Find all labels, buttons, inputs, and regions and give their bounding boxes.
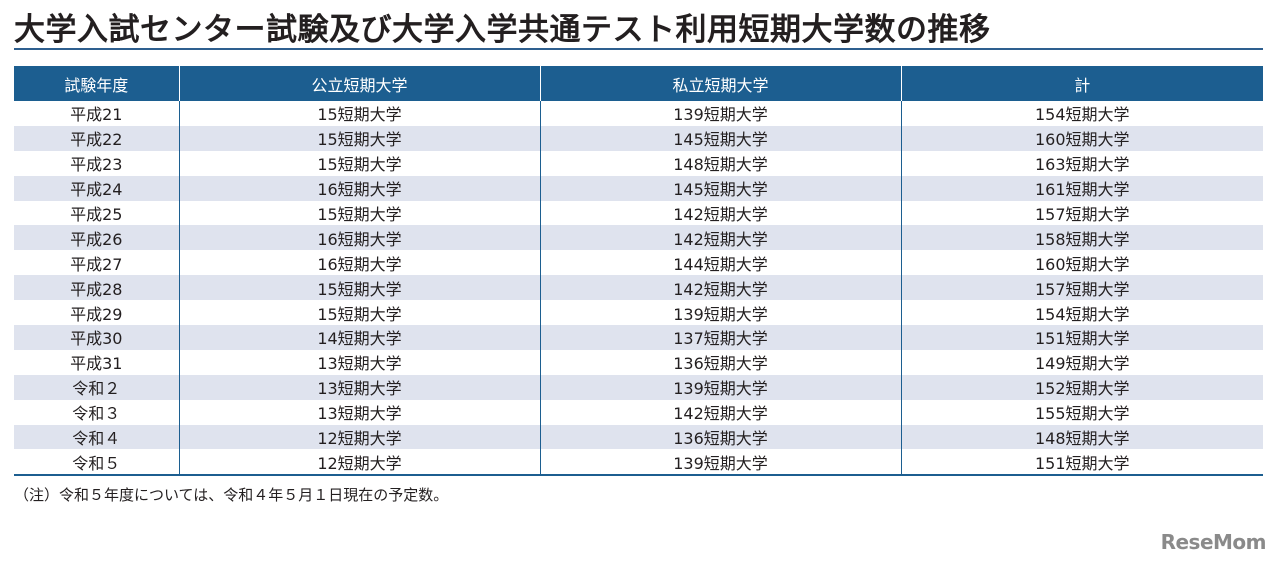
cell-public-colleges: 15短期大学 xyxy=(178,150,540,176)
cell-private-colleges: 142短期大学 xyxy=(539,200,901,226)
table-row: 平成25 15短期大学 142短期大学 157短期大学 xyxy=(14,200,1263,226)
cell-exam-year: 令和５ xyxy=(14,449,179,477)
footnote: （注）令和５年度については、令和４年５月１日現在の予定数。 xyxy=(14,486,449,504)
cell-total: 163短期大学 xyxy=(900,150,1263,176)
cell-public-colleges: 13短期大学 xyxy=(178,374,540,400)
cell-exam-year: 平成29 xyxy=(14,300,179,326)
cell-exam-year: 平成21 xyxy=(14,101,179,126)
cell-private-colleges: 139短期大学 xyxy=(539,449,901,477)
cell-public-colleges: 15短期大学 xyxy=(178,300,540,326)
cell-public-colleges: 13短期大学 xyxy=(178,349,540,375)
cell-private-colleges: 144短期大学 xyxy=(539,250,901,276)
table-row: 平成24 16短期大学 145短期大学 161短期大学 xyxy=(14,175,1263,201)
cell-public-colleges: 14短期大学 xyxy=(178,325,540,350)
cell-total: 160短期大学 xyxy=(900,250,1263,276)
cell-total: 148短期大学 xyxy=(900,424,1263,450)
table-row: 平成21 15短期大学 139短期大学 154短期大学 xyxy=(14,101,1263,126)
cell-total: 149短期大学 xyxy=(900,349,1263,375)
resemom-logo: ReseMom xyxy=(1160,530,1267,554)
cell-total: 154短期大学 xyxy=(900,300,1263,326)
cell-exam-year: 平成30 xyxy=(14,325,179,350)
table-row: 平成29 15短期大学 139短期大学 154短期大学 xyxy=(14,300,1263,326)
header-total: 計 xyxy=(900,66,1263,101)
cell-exam-year: 平成22 xyxy=(14,125,179,151)
cell-private-colleges: 148短期大学 xyxy=(539,150,901,176)
cell-exam-year: 平成27 xyxy=(14,250,179,276)
table-row: 平成31 13短期大学 136短期大学 149短期大学 xyxy=(14,349,1263,375)
table-row: 平成22 15短期大学 145短期大学 160短期大学 xyxy=(14,125,1263,151)
table-body: 平成21 15短期大学 139短期大学 154短期大学 平成22 15短期大学 … xyxy=(14,101,1263,477)
cell-exam-year: 平成31 xyxy=(14,349,179,375)
cell-total: 158短期大学 xyxy=(900,225,1263,251)
cell-private-colleges: 139短期大学 xyxy=(539,374,901,400)
cell-total: 151短期大学 xyxy=(900,325,1263,350)
cell-exam-year: 平成24 xyxy=(14,175,179,201)
cell-exam-year: 令和４ xyxy=(14,424,179,450)
page-title: 大学入試センター試験及び大学入学共通テスト利用短期大学数の推移 xyxy=(14,12,991,48)
title-divider xyxy=(14,48,1263,50)
cell-private-colleges: 142短期大学 xyxy=(539,225,901,251)
cell-private-colleges: 145短期大学 xyxy=(539,125,901,151)
cell-total: 151短期大学 xyxy=(900,449,1263,477)
cell-private-colleges: 136短期大学 xyxy=(539,349,901,375)
cell-exam-year: 平成23 xyxy=(14,150,179,176)
cell-total: 157短期大学 xyxy=(900,275,1263,301)
cell-private-colleges: 142短期大学 xyxy=(539,399,901,425)
cell-private-colleges: 139短期大学 xyxy=(539,300,901,326)
cell-total: 152短期大学 xyxy=(900,374,1263,400)
cell-total: 161短期大学 xyxy=(900,175,1263,201)
cell-exam-year: 令和２ xyxy=(14,374,179,400)
table-row: 令和３ 13短期大学 142短期大学 155短期大学 xyxy=(14,399,1263,425)
table-row: 平成27 16短期大学 144短期大学 160短期大学 xyxy=(14,250,1263,276)
table-row: 平成26 16短期大学 142短期大学 158短期大学 xyxy=(14,225,1263,251)
table-row: 平成23 15短期大学 148短期大学 163短期大学 xyxy=(14,150,1263,176)
cell-private-colleges: 137短期大学 xyxy=(539,325,901,350)
table-row: 令和５ 12短期大学 139短期大学 151短期大学 xyxy=(14,449,1263,477)
table-header-row: 試験年度 公立短期大学 私立短期大学 計 xyxy=(14,66,1263,101)
cell-exam-year: 平成26 xyxy=(14,225,179,251)
cell-total: 157短期大学 xyxy=(900,200,1263,226)
cell-public-colleges: 16短期大学 xyxy=(178,250,540,276)
cell-private-colleges: 136短期大学 xyxy=(539,424,901,450)
table-row: 平成28 15短期大学 142短期大学 157短期大学 xyxy=(14,275,1263,301)
cell-exam-year: 平成25 xyxy=(14,200,179,226)
cell-private-colleges: 139短期大学 xyxy=(539,101,901,126)
cell-private-colleges: 142短期大学 xyxy=(539,275,901,301)
cell-public-colleges: 16短期大学 xyxy=(178,225,540,251)
table-header: 試験年度 公立短期大学 私立短期大学 計 xyxy=(14,66,1263,101)
cell-public-colleges: 12短期大学 xyxy=(178,449,540,477)
cell-public-colleges: 15短期大学 xyxy=(178,275,540,301)
cell-total: 155短期大学 xyxy=(900,399,1263,425)
cell-exam-year: 令和３ xyxy=(14,399,179,425)
cell-public-colleges: 16短期大学 xyxy=(178,175,540,201)
short-college-count-table: 試験年度 公立短期大学 私立短期大学 計 平成21 15短期大学 139短期大学… xyxy=(14,66,1263,477)
cell-public-colleges: 13短期大学 xyxy=(178,399,540,425)
cell-private-colleges: 145短期大学 xyxy=(539,175,901,201)
cell-total: 160短期大学 xyxy=(900,125,1263,151)
cell-public-colleges: 15短期大学 xyxy=(178,200,540,226)
header-private-colleges: 私立短期大学 xyxy=(539,66,901,101)
cell-total: 154短期大学 xyxy=(900,101,1263,126)
table-row: 令和４ 12短期大学 136短期大学 148短期大学 xyxy=(14,424,1263,450)
table-row: 平成30 14短期大学 137短期大学 151短期大学 xyxy=(14,325,1263,350)
header-exam-year: 試験年度 xyxy=(14,66,179,101)
table-row: 令和２ 13短期大学 139短期大学 152短期大学 xyxy=(14,374,1263,400)
cell-exam-year: 平成28 xyxy=(14,275,179,301)
cell-public-colleges: 15短期大学 xyxy=(178,101,540,126)
cell-public-colleges: 12短期大学 xyxy=(178,424,540,450)
header-public-colleges: 公立短期大学 xyxy=(178,66,540,101)
cell-public-colleges: 15短期大学 xyxy=(178,125,540,151)
